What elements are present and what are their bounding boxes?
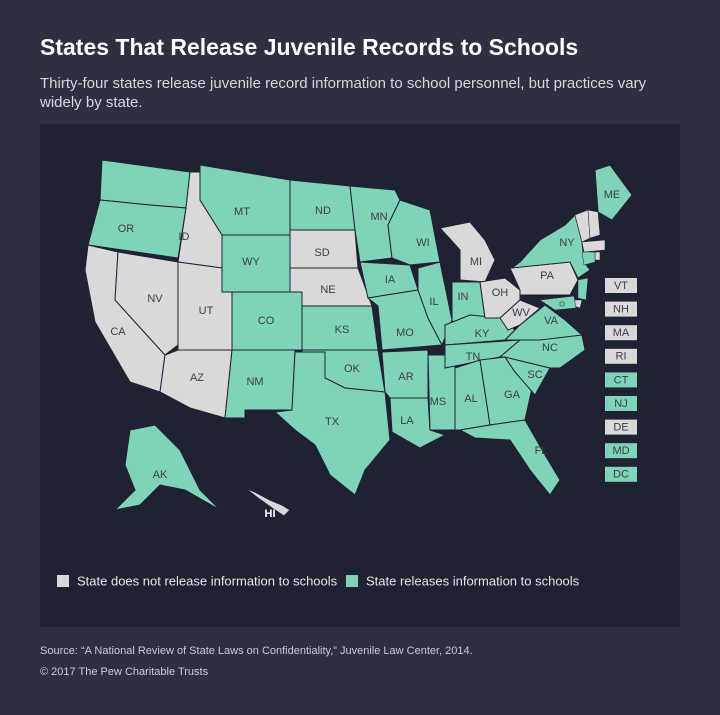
state-label: NM: [246, 376, 263, 388]
state-label: WV: [512, 307, 530, 319]
state-label: CA: [110, 326, 126, 338]
small-state-label: DC: [613, 469, 629, 481]
state: [594, 251, 601, 261]
state: [387, 199, 441, 266]
small-state-label: CT: [614, 374, 629, 386]
state-label: FL: [535, 445, 548, 457]
state-label: GA: [504, 389, 521, 401]
small-state-box: [605, 466, 637, 482]
state-label: WY: [242, 256, 260, 268]
state-label: NV: [147, 293, 163, 305]
state-label: KS: [335, 324, 350, 336]
state: [113, 424, 221, 511]
state-label: OH: [492, 287, 509, 299]
map: WAORCANVIDMTWYUTAZCONMNDSDNEKSOKTXMNIAMO…: [40, 124, 680, 627]
state: [114, 251, 179, 356]
state-label: ME: [604, 189, 621, 201]
state-label: CO: [258, 315, 275, 327]
state: [581, 251, 596, 266]
state: [559, 301, 565, 307]
small-state-box: [605, 419, 637, 435]
state: [458, 419, 561, 496]
source: Source: “A National Review of State Laws…: [40, 645, 473, 657]
state: [499, 299, 541, 331]
state: [539, 295, 577, 311]
small-state-box: [605, 278, 637, 293]
state-label: MS: [430, 396, 447, 408]
state: [389, 397, 447, 449]
state: [273, 351, 391, 496]
state: [417, 261, 453, 347]
state-label: MN: [370, 211, 387, 223]
state-label: PA: [540, 270, 555, 282]
state-label: VA: [544, 315, 559, 327]
state-label: MO: [396, 327, 414, 339]
state-label: TN: [466, 351, 481, 363]
legend-label: State releases information to schools: [366, 573, 580, 588]
small-state-box: [605, 443, 637, 459]
state-label: NE: [320, 284, 335, 296]
legend-label: State does not release information to sc…: [77, 573, 338, 588]
state: [587, 209, 601, 239]
legend-swatch: [57, 575, 69, 587]
small-state-label: DE: [613, 422, 628, 434]
legend-swatch: [346, 575, 358, 587]
state: [594, 164, 633, 221]
small-state-box: [605, 325, 637, 341]
state: [224, 349, 296, 419]
state-label: AK: [153, 469, 168, 481]
small-state-label: VT: [614, 280, 628, 292]
small-state-label: MA: [613, 327, 630, 339]
small-state-label: NH: [613, 304, 629, 316]
state: [244, 487, 291, 517]
small-state-box: [605, 372, 637, 388]
state-label: LA: [400, 415, 414, 427]
small-state-label: NJ: [614, 398, 627, 410]
state-label: IL: [429, 296, 438, 308]
copyright: © 2017 The Pew Charitable Trusts: [40, 666, 209, 678]
state-label: OK: [344, 363, 361, 375]
state-label: AR: [398, 371, 413, 383]
state-label: ID: [179, 231, 190, 243]
small-state-box: [605, 348, 637, 364]
small-state-box: [605, 396, 637, 411]
title: States That Release Juvenile Records to …: [40, 34, 579, 60]
state-label: SC: [527, 369, 542, 381]
state-label: HI: [265, 508, 276, 520]
state-label: UT: [199, 305, 214, 317]
state: [581, 239, 606, 253]
state-label: NC: [542, 342, 558, 354]
state-label: KY: [475, 328, 490, 340]
small-state-box: [605, 301, 637, 317]
state-label: AZ: [190, 372, 204, 384]
state-label: SD: [314, 247, 329, 259]
state-label: IA: [385, 274, 396, 286]
small-state-label: MD: [612, 445, 629, 457]
state-label: OR: [118, 223, 135, 235]
small-state-label: RI: [616, 351, 627, 363]
state: [439, 221, 496, 283]
state-label: TX: [325, 416, 340, 428]
state-label: MI: [470, 256, 482, 268]
state-label: WI: [416, 237, 429, 249]
state-label: MT: [234, 206, 250, 218]
state-label: NY: [559, 237, 575, 249]
state-label: IN: [458, 291, 469, 303]
state-label: ND: [315, 205, 331, 217]
state-label: AL: [464, 393, 477, 405]
subtitle: Thirty-four states release juvenile reco…: [40, 75, 647, 111]
state: [577, 277, 589, 301]
